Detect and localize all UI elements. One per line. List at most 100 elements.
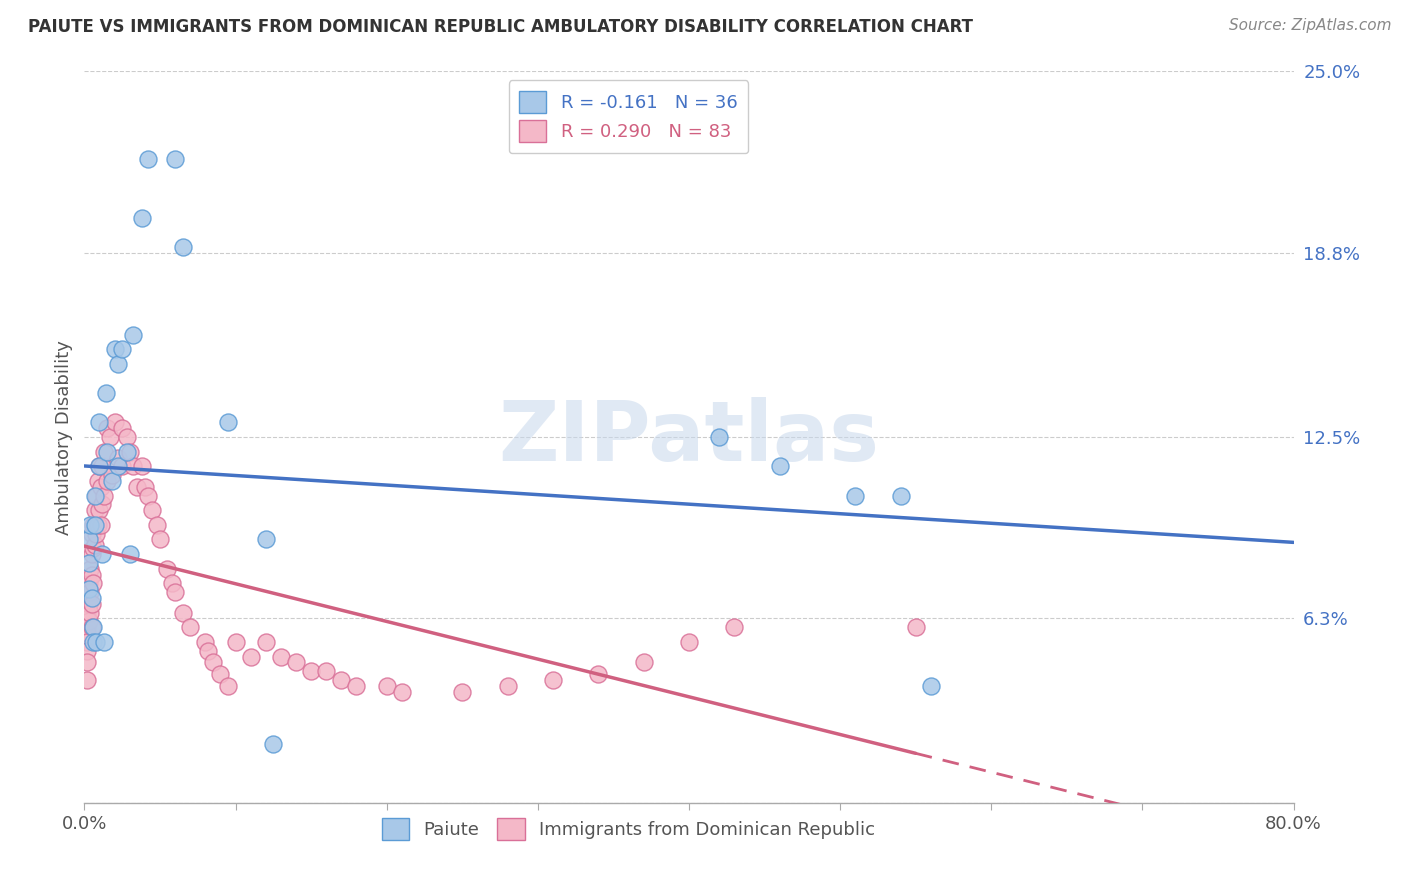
Point — [156, 562, 179, 576]
Point — [239, 649, 262, 664]
Point — [77, 556, 100, 570]
Point — [76, 643, 98, 657]
Point — [254, 533, 277, 547]
Y-axis label: Ambulatory Disability: Ambulatory Disability — [55, 340, 73, 534]
Point — [79, 517, 101, 532]
Point — [76, 635, 98, 649]
Point — [89, 503, 111, 517]
Point — [136, 489, 159, 503]
Point — [118, 547, 141, 561]
Point — [844, 489, 866, 503]
Point — [93, 444, 115, 458]
Point — [890, 489, 912, 503]
Point — [104, 343, 127, 357]
Point — [82, 576, 104, 591]
Point — [77, 597, 100, 611]
Point — [121, 459, 143, 474]
Point — [149, 533, 172, 547]
Point — [709, 430, 731, 444]
Point — [80, 597, 103, 611]
Point — [588, 667, 610, 681]
Point — [165, 585, 187, 599]
Point — [285, 656, 308, 670]
Point — [82, 517, 104, 532]
Point — [76, 585, 98, 599]
Point — [80, 526, 103, 541]
Point — [111, 343, 134, 357]
Point — [77, 615, 100, 629]
Point — [79, 562, 101, 576]
Point — [94, 386, 117, 401]
Point — [96, 421, 118, 435]
Point — [330, 673, 353, 687]
Point — [769, 459, 792, 474]
Point — [111, 421, 134, 435]
Point — [217, 416, 239, 430]
Point — [160, 576, 183, 591]
Point — [131, 211, 153, 225]
Point — [179, 620, 201, 634]
Point — [80, 620, 103, 634]
Point — [141, 503, 163, 517]
Point — [100, 468, 122, 483]
Point — [89, 416, 111, 430]
Point — [86, 635, 108, 649]
Point — [217, 679, 239, 693]
Text: ZIPatlas: ZIPatlas — [499, 397, 879, 477]
Point — [76, 606, 98, 620]
Point — [118, 444, 141, 458]
Point — [904, 620, 927, 634]
Point — [633, 656, 655, 670]
Point — [678, 635, 700, 649]
Text: PAIUTE VS IMMIGRANTS FROM DOMINICAN REPUBLIC AMBULATORY DISABILITY CORRELATION C: PAIUTE VS IMMIGRANTS FROM DOMINICAN REPU… — [28, 18, 973, 36]
Point — [541, 673, 564, 687]
Point — [79, 585, 101, 599]
Point — [299, 664, 322, 678]
Point — [76, 626, 98, 640]
Point — [346, 679, 368, 693]
Point — [920, 679, 942, 693]
Point — [172, 240, 194, 254]
Point — [98, 430, 121, 444]
Point — [76, 620, 98, 634]
Point — [93, 489, 115, 503]
Point — [209, 667, 232, 681]
Point — [80, 591, 103, 605]
Point — [100, 474, 122, 488]
Point — [91, 547, 114, 561]
Point — [96, 444, 118, 458]
Point — [80, 547, 103, 561]
Point — [315, 664, 337, 678]
Point — [375, 679, 398, 693]
Point — [86, 526, 108, 541]
Point — [93, 635, 115, 649]
Point — [84, 489, 107, 503]
Point — [121, 327, 143, 342]
Point — [136, 152, 159, 166]
Point — [104, 416, 127, 430]
Point — [201, 656, 224, 670]
Point — [76, 673, 98, 687]
Point — [131, 459, 153, 474]
Point — [96, 474, 118, 488]
Point — [87, 517, 110, 532]
Point — [107, 450, 129, 465]
Point — [87, 474, 110, 488]
Point — [115, 444, 138, 458]
Point — [80, 567, 103, 582]
Text: Source: ZipAtlas.com: Source: ZipAtlas.com — [1229, 18, 1392, 33]
Point — [146, 517, 169, 532]
Point — [90, 517, 112, 532]
Point — [723, 620, 745, 634]
Point — [89, 459, 111, 474]
Point — [77, 533, 100, 547]
Point — [165, 152, 187, 166]
Point — [77, 576, 100, 591]
Point — [172, 606, 194, 620]
Point — [77, 582, 100, 597]
Point — [91, 497, 114, 511]
Point — [82, 635, 104, 649]
Point — [79, 606, 101, 620]
Point — [496, 679, 519, 693]
Point — [84, 517, 107, 532]
